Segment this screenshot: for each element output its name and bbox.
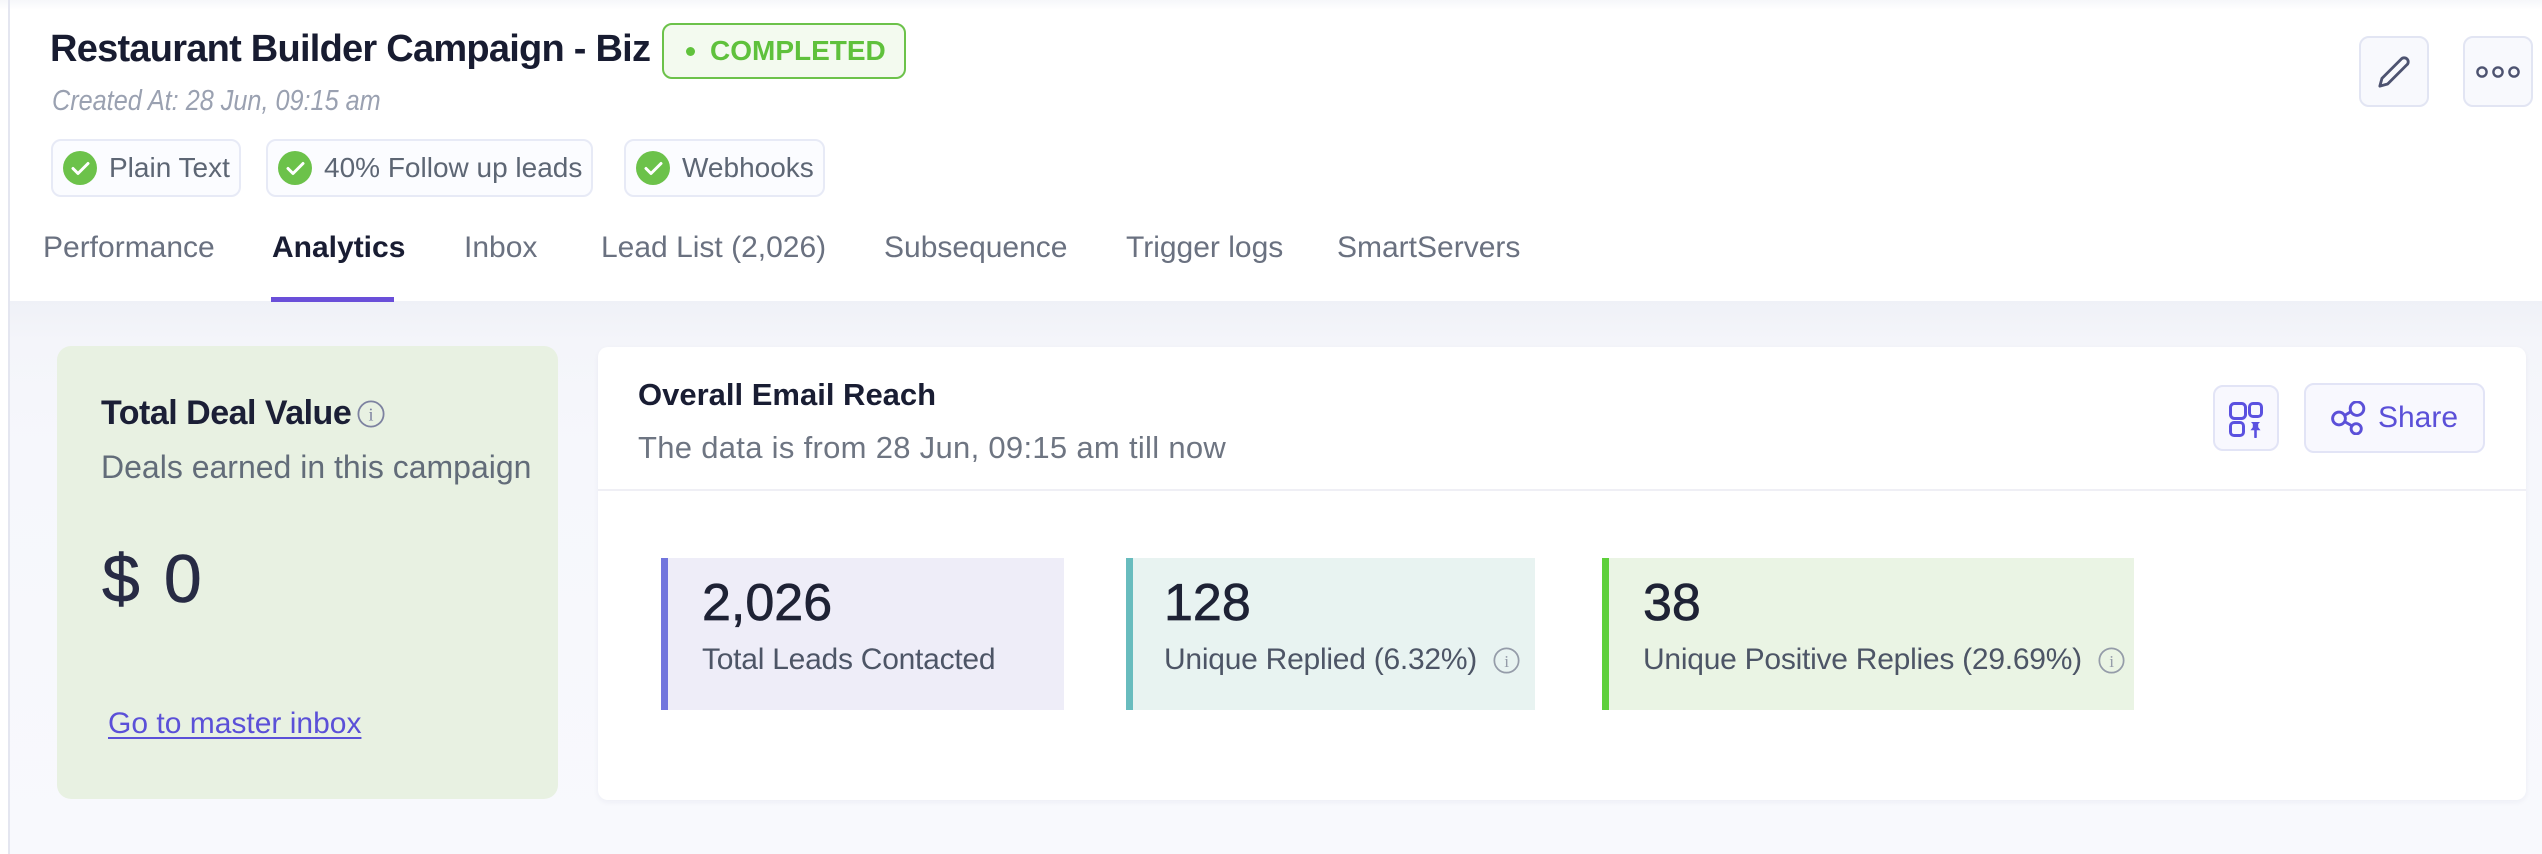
svg-text:i: i	[1504, 651, 1509, 670]
svg-text:i: i	[2109, 651, 2114, 670]
svg-text:i: i	[368, 405, 373, 425]
